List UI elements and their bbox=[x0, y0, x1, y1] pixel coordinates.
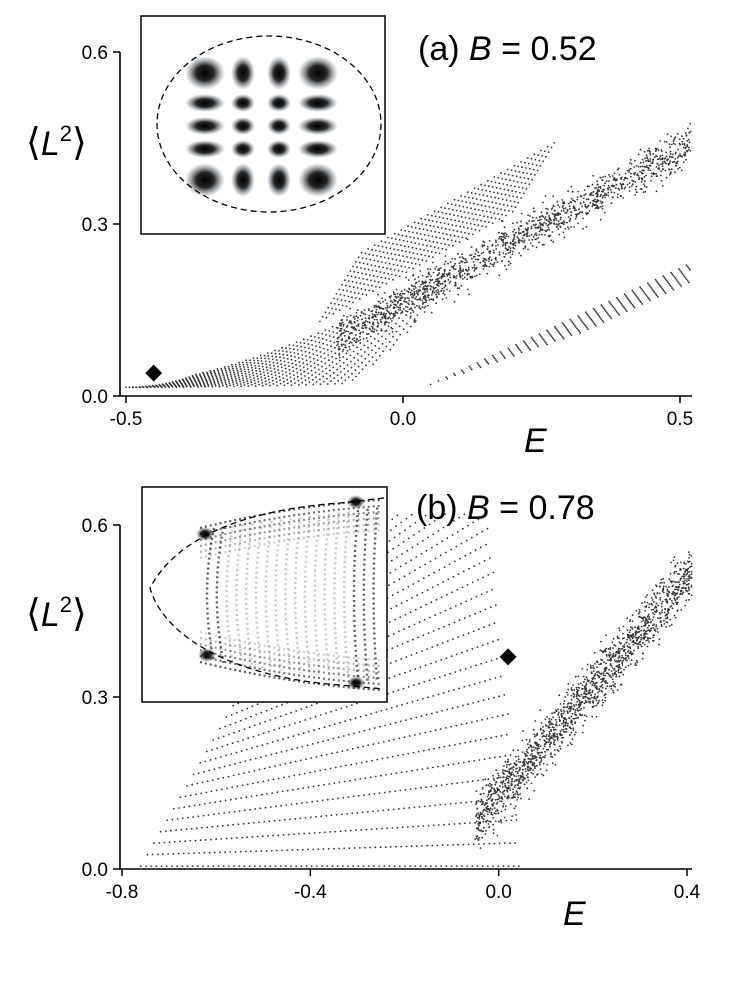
panel-a-ytick-label-1: 0.3 bbox=[82, 215, 108, 236]
inset-b-fringe bbox=[372, 507, 379, 683]
panel-a-xtick-label-0: -0.5 bbox=[110, 409, 143, 430]
panel-b-state-marker bbox=[499, 648, 517, 666]
panel-a-inset bbox=[140, 15, 386, 235]
inset-b-fringe bbox=[199, 636, 381, 668]
inset-b-fringe bbox=[199, 510, 381, 542]
panel-b-xtick-label-3: 0.4 bbox=[674, 882, 701, 903]
inset-a-density-blob bbox=[231, 56, 255, 90]
inset-b-fringe bbox=[199, 642, 381, 674]
inset-b-corner-blob bbox=[196, 527, 214, 541]
inset-a-density-blob bbox=[267, 56, 291, 90]
inset-b-fringe bbox=[199, 630, 381, 662]
inset-b-corner-blob bbox=[347, 495, 365, 509]
panel-b-ytick-label-2: 0.6 bbox=[82, 516, 108, 537]
inset-b-fringe bbox=[352, 509, 360, 681]
inset-b-corner-blob bbox=[198, 648, 216, 662]
panel-a-inset-boundary bbox=[156, 35, 382, 213]
inset-a-density-blob bbox=[267, 163, 291, 197]
panel-b: 0.0 0.3 0.6 -0.8 -0.4 0.0 0.4 ⟨L2⟩ E (b) B = … bbox=[26, 486, 701, 933]
inset-a-density-blob bbox=[298, 117, 338, 135]
panel-b-ylabel: ⟨L2⟩ bbox=[26, 592, 87, 635]
inset-a-density-blob bbox=[267, 94, 291, 112]
inset-a-density-blob bbox=[231, 163, 255, 197]
inset-b-fringe bbox=[284, 518, 292, 672]
inset-a-density-blob bbox=[185, 117, 225, 135]
panel-a-state-marker bbox=[145, 364, 163, 382]
inset-b-fringe bbox=[323, 513, 331, 677]
inset-b-fringe bbox=[264, 520, 273, 670]
panel-b-xtick-label-1: -0.4 bbox=[294, 882, 327, 903]
panel-a-scatter-points bbox=[125, 122, 692, 389]
inset-b-fringe bbox=[199, 528, 381, 560]
inset-b-corner-blob bbox=[347, 676, 365, 690]
panel-b-xlabel: E bbox=[563, 895, 586, 933]
inset-b-fringe bbox=[303, 515, 312, 675]
panel-b-ytick-label-1: 0.3 bbox=[82, 688, 108, 709]
panel-a-title: (a) B = 0.52 bbox=[418, 30, 597, 68]
panel-a-xtick-label-1: 0.0 bbox=[390, 409, 416, 430]
inset-a-density-blob bbox=[298, 94, 338, 112]
panel-a-ylabel: ⟨L2⟩ bbox=[26, 121, 87, 164]
inset-a-density-blob bbox=[267, 140, 291, 158]
inset-b-fringe bbox=[245, 522, 254, 668]
inset-b-fringe bbox=[199, 522, 381, 554]
inset-a-density-blob bbox=[298, 140, 338, 158]
panel-b-ytick-label-0: 0.0 bbox=[82, 860, 108, 881]
panel-b-inset-boundary bbox=[149, 497, 385, 690]
inset-a-density-blob bbox=[231, 140, 255, 158]
inset-a-density-blob bbox=[185, 163, 225, 197]
panel-a-ytick-label-0: 0.0 bbox=[82, 387, 108, 408]
inset-b-fringe bbox=[205, 527, 216, 663]
panel-a-xlabel: E bbox=[524, 422, 547, 460]
inset-a-density-blob bbox=[298, 56, 338, 90]
inset-a-density-blob bbox=[185, 56, 225, 90]
inset-a-density-blob bbox=[231, 94, 255, 112]
inset-a-density-blob bbox=[267, 117, 291, 135]
inset-b-fringe bbox=[215, 526, 225, 664]
panel-b-xtick-label-0: -0.8 bbox=[106, 882, 139, 903]
inset-b-fringe bbox=[333, 512, 340, 678]
panel-a: 0.00.30.6 -0.5 0.0 0.5 ⟨L2⟩ E (a) B = 0.52 bbox=[26, 15, 693, 460]
inset-b-fringe bbox=[274, 519, 283, 671]
inset-b-fringe bbox=[235, 524, 244, 666]
panel-b-title: (b) B = 0.78 bbox=[416, 489, 595, 527]
panel-b-inset bbox=[141, 486, 388, 703]
inset-a-density-blob bbox=[231, 117, 255, 135]
inset-b-fringe bbox=[362, 508, 369, 682]
inset-b-fringe bbox=[313, 514, 321, 676]
inset-a-density-blob bbox=[298, 163, 338, 197]
inset-a-density-blob bbox=[185, 140, 225, 158]
panel-a-ytick-label-2: 0.6 bbox=[82, 43, 108, 64]
panel-a-xtick-label-2: 0.5 bbox=[667, 409, 693, 430]
panel-b-xtick-label-2: 0.0 bbox=[485, 882, 511, 903]
inset-b-fringe bbox=[254, 521, 264, 669]
inset-b-fringe bbox=[225, 525, 235, 665]
inset-a-density-blob bbox=[185, 94, 225, 112]
inset-b-fringe bbox=[199, 516, 381, 548]
